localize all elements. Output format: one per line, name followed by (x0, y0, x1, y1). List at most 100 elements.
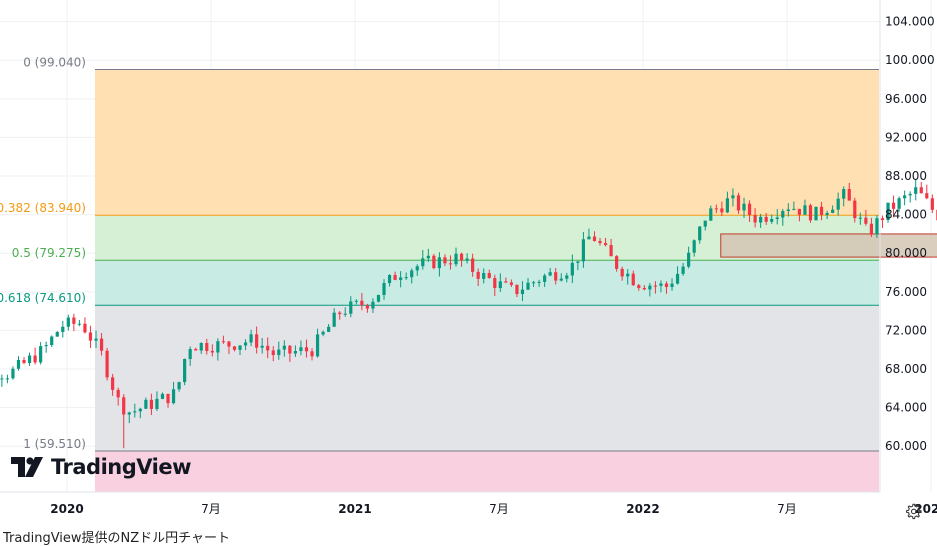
candle-body (720, 208, 724, 213)
chart-caption: TradingView提供のNZドル円チャート (3, 531, 231, 546)
candle-body (160, 393, 165, 399)
candle-body (144, 399, 148, 409)
candle-body (410, 270, 414, 278)
candle-body (260, 345, 264, 348)
candle-body (775, 217, 779, 219)
candle-body (753, 214, 757, 223)
candle-body (393, 275, 397, 280)
candle-body (803, 205, 807, 215)
candle-body (543, 275, 547, 282)
candle-body (714, 208, 718, 210)
candle-body (332, 312, 336, 327)
candle-body (194, 349, 198, 351)
candle-body (288, 345, 292, 354)
y-tick-label: 96.000 (885, 92, 927, 106)
candle-body (587, 236, 591, 240)
gear-icon[interactable] (904, 502, 922, 520)
chart-annotations[interactable] (720, 211, 937, 258)
x-tick-label: 7月 (777, 502, 797, 516)
candle-body (376, 294, 381, 302)
candle-body (875, 218, 879, 235)
fib-level-label-0.382: 0.382 (83.940) (0, 201, 86, 215)
x-axis[interactable]: 20207月20217月20227月20237月20247月20257月 (0, 491, 937, 516)
candle-body (282, 345, 286, 350)
candle-body (831, 209, 835, 213)
range-box-annotation[interactable] (720, 233, 937, 258)
candle-body (5, 378, 10, 380)
candle-body (432, 255, 436, 269)
candle-body (448, 263, 453, 265)
candle-body (382, 283, 386, 295)
candle-body (310, 351, 314, 357)
candle-body (249, 334, 253, 343)
candle-body (692, 240, 696, 253)
y-axis[interactable]: 104.000 100.000 96.000 92.000 88.000 84.000 80… (879, 0, 935, 492)
fib-level-label-1: 1 (59.510) (23, 437, 86, 451)
candle-body (205, 342, 209, 351)
candle-body (216, 341, 220, 353)
fib-zone-1 (95, 450, 879, 492)
candle-body (631, 273, 635, 286)
candle-body (853, 200, 857, 219)
candle-body (360, 300, 364, 306)
candle-body (576, 261, 580, 263)
candle-body (681, 266, 685, 274)
candle-body (819, 206, 824, 215)
candle-body (615, 256, 619, 269)
x-tick-label: 2021 (338, 502, 371, 516)
candle-body (421, 258, 425, 267)
candle-body (570, 262, 574, 276)
candle-body (842, 188, 846, 199)
candle-body (127, 412, 131, 415)
candle-body (33, 355, 37, 363)
candle-body (299, 347, 303, 352)
candle-body (11, 368, 15, 379)
candle-body (343, 313, 347, 315)
tradingview-logo-icon (11, 457, 43, 477)
candle-body (736, 195, 741, 211)
candle-body (465, 258, 469, 261)
tradingview-logo[interactable]: TradingView (11, 455, 191, 479)
candle-body (770, 218, 774, 222)
candle-body (886, 202, 890, 221)
y-tick-label: 104.000 (885, 15, 935, 29)
candle-body (709, 208, 713, 221)
x-tick-label: 2022 (626, 502, 659, 516)
candle-body (437, 257, 442, 269)
fib-zone-0.618 (95, 305, 879, 451)
candle-body (387, 275, 392, 284)
candle-body (243, 342, 248, 346)
candle-body (83, 323, 87, 333)
candle-body (598, 241, 602, 244)
candle-body (520, 289, 525, 295)
candle-body (891, 202, 896, 209)
candle-body (177, 382, 181, 390)
candle-body (725, 198, 730, 213)
candlestick-series (0, 179, 937, 449)
candle-body (869, 223, 874, 235)
candle-body (653, 285, 658, 287)
candle-body (94, 338, 98, 341)
candle-body (255, 334, 259, 348)
candle-body (747, 203, 752, 215)
y-tick-label: 84.000 (885, 208, 927, 222)
candle-body (72, 317, 76, 324)
candle-body (808, 205, 813, 221)
candle-body (764, 216, 768, 222)
candle-body (365, 305, 370, 309)
candle-body (27, 355, 32, 363)
candle-body (836, 198, 840, 210)
candle-body (277, 349, 281, 356)
candle-body (183, 359, 187, 383)
candle-body (304, 347, 309, 352)
candle-body (797, 208, 802, 215)
candle-body (742, 203, 746, 211)
candle-body (321, 331, 325, 335)
candle-body (509, 282, 514, 285)
candle-body (847, 188, 851, 201)
candle-body (138, 408, 142, 412)
candle-body (443, 257, 447, 264)
candle-body (515, 284, 519, 295)
candle-body (476, 271, 480, 279)
